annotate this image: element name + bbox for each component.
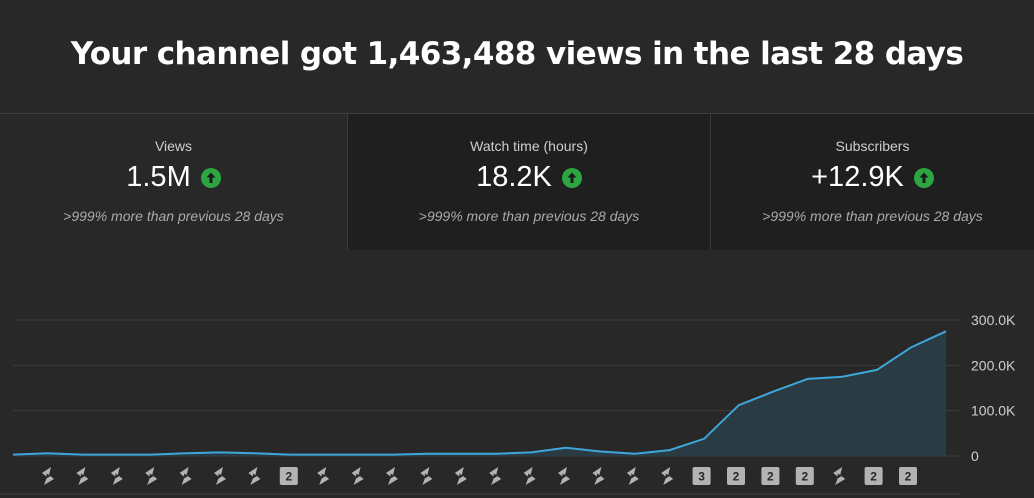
metric-tabs: Views 1.5M >999% more than previous 28 d…	[0, 114, 1034, 250]
chart-data-point[interactable]	[287, 453, 291, 457]
shorts-icon[interactable]	[317, 467, 330, 485]
shorts-icon[interactable]	[145, 467, 158, 485]
chart-data-point[interactable]	[322, 453, 326, 457]
content-count-badge[interactable]: 2	[795, 467, 814, 485]
chart-data-point[interactable]	[184, 451, 188, 455]
chart-data-point[interactable]	[218, 450, 222, 454]
chart-y-axis: 0 100.0K 200.0K 300.0K	[971, 312, 1016, 464]
chart-data-point[interactable]	[668, 448, 672, 452]
y-tick-label: 0	[971, 448, 979, 464]
metric-value: +12.9K	[811, 161, 904, 193]
chart-data-point[interactable]	[460, 452, 464, 456]
shorts-icon[interactable]	[214, 467, 226, 485]
chart-data-point[interactable]	[598, 449, 602, 453]
shorts-icon[interactable]	[420, 467, 433, 485]
metric-comparison: >999% more than previous 28 days	[762, 208, 983, 224]
y-tick-label: 100.0K	[971, 403, 1016, 419]
page-headline: Your channel got 1,463,488 views in the …	[70, 35, 964, 72]
content-count-badge[interactable]: 2	[279, 467, 298, 485]
arrow-up-circle-icon	[913, 167, 934, 188]
header: Your channel got 1,463,488 views in the …	[0, 0, 1034, 114]
shorts-icon[interactable]	[558, 467, 570, 485]
shorts-icon[interactable]	[76, 467, 89, 485]
content-count-label: 2	[767, 470, 774, 484]
chart-data-point[interactable]	[80, 453, 84, 457]
chart-data-point[interactable]	[149, 453, 153, 457]
metric-comparison: >999% more than previous 28 days	[418, 208, 640, 224]
y-tick-label: 300.0K	[971, 312, 1016, 328]
arrow-up-circle-icon	[200, 167, 221, 188]
shorts-icon[interactable]	[523, 467, 536, 485]
arrow-up-circle-icon	[561, 167, 582, 188]
shorts-icon[interactable]	[351, 467, 364, 485]
chart-data-point[interactable]	[564, 446, 568, 450]
shorts-icon[interactable]	[386, 467, 398, 485]
content-count-label: 2	[870, 470, 877, 484]
chart-data-point[interactable]	[944, 329, 948, 333]
chart-data-point[interactable]	[633, 452, 637, 456]
shorts-icon[interactable]	[626, 467, 639, 485]
content-count-badge[interactable]: 2	[727, 467, 745, 485]
content-count-label: 2	[733, 470, 740, 484]
chart-data-point[interactable]	[426, 452, 430, 456]
chart-data-point[interactable]	[391, 453, 395, 457]
metric-label: Views	[154, 138, 193, 154]
chart-data-point[interactable]	[909, 345, 913, 349]
chart-data-point[interactable]	[11, 453, 15, 457]
metric-label: Subscribers	[835, 138, 910, 154]
shorts-icon[interactable]	[179, 467, 192, 485]
chart-data-point[interactable]	[253, 451, 257, 455]
chart-data-point[interactable]	[115, 453, 119, 457]
shorts-icon[interactable]	[110, 467, 123, 485]
chart-data-point[interactable]	[357, 453, 361, 457]
metric-label: Watch time (hours)	[470, 138, 588, 154]
metric-tab-views[interactable]: Views 1.5M >999% more than previous 28 d…	[0, 114, 347, 250]
metric-tab-subscribers[interactable]: Subscribers +12.9K >999% more than previ…	[711, 114, 1034, 250]
chart-series-line[interactable]	[12, 330, 947, 456]
content-count-label: 2	[801, 470, 808, 484]
chart-data-point[interactable]	[529, 450, 533, 454]
metric-tab-watch-time[interactable]: Watch time (hours) 18.2K >999% more than…	[347, 114, 711, 250]
shorts-icon[interactable]	[489, 467, 502, 485]
shorts-icon[interactable]	[248, 467, 261, 485]
shorts-icon[interactable]	[42, 467, 54, 485]
content-count-badge[interactable]: 2	[761, 467, 780, 485]
metric-value: 18.2K	[476, 161, 552, 193]
chart-data-point[interactable]	[702, 437, 706, 441]
metric-comparison: >999% more than previous 28 days	[63, 208, 284, 224]
chart-data-point[interactable]	[737, 403, 741, 407]
chart-data-point[interactable]	[771, 390, 775, 394]
shorts-icon[interactable]	[661, 467, 674, 485]
content-count-label: 3	[698, 470, 705, 484]
y-tick-label: 200.0K	[971, 357, 1016, 373]
content-count-badge[interactable]: 2	[899, 467, 917, 485]
content-count-label: 2	[285, 470, 292, 484]
chart-data-point[interactable]	[806, 377, 810, 381]
content-count-label: 2	[905, 470, 912, 484]
shorts-icon[interactable]	[592, 467, 605, 485]
shorts-icon[interactable]	[833, 467, 846, 485]
chart-content-markers: 2 3 2 2 2 2 2	[42, 467, 917, 485]
chart-data-point[interactable]	[495, 452, 499, 456]
metric-value: 1.5M	[126, 161, 191, 193]
views-chart[interactable]: 0 100.0K 200.0K 300.0K 2 3 2 2 2 2 2	[0, 250, 1034, 498]
chart-data-point[interactable]	[875, 368, 879, 372]
chart-data-point[interactable]	[46, 451, 50, 455]
chart-data-point[interactable]	[840, 375, 844, 379]
content-count-badge[interactable]: 2	[864, 467, 883, 485]
chart-area-fill	[13, 331, 946, 456]
content-count-badge[interactable]: 3	[692, 467, 711, 485]
shorts-icon[interactable]	[454, 467, 467, 485]
